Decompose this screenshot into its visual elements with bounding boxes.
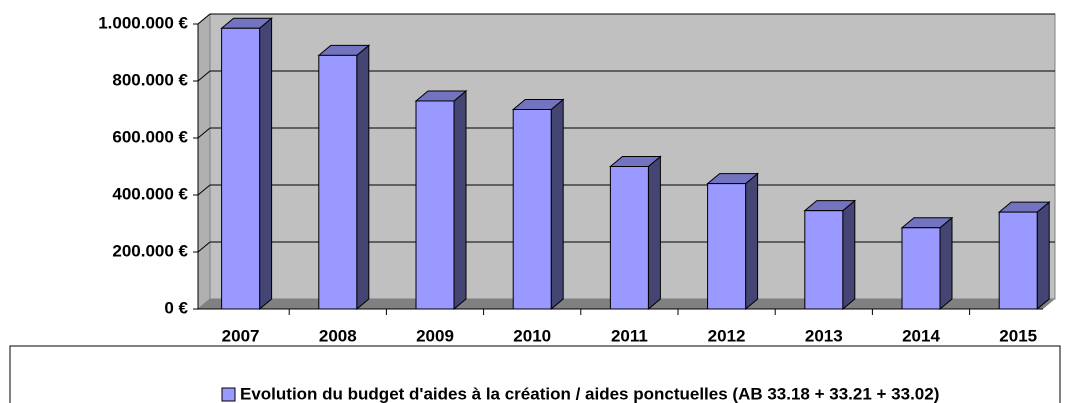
side-wall [197,12,211,311]
x-tick-label: 2014 [902,326,940,345]
bar-side [453,89,467,311]
x-tick-label: 2011 [611,326,648,345]
bars [220,17,1051,311]
x-tick-label: 2008 [319,326,357,345]
bar [804,210,844,310]
bar [221,27,261,310]
bar-side [356,44,370,311]
y-tick-label: 0 € [164,298,188,317]
legend [9,345,1061,403]
bar-side [1036,201,1050,311]
bar-side [745,172,759,311]
grid-line [197,13,211,25]
x-tick-label: 2012 [708,326,746,345]
bar-side [842,199,856,311]
legend-label: Evolution du budget d'aides à la créatio… [240,384,939,403]
y-tick-label: 1.000.000 € [98,13,188,32]
y-tick-label: 400.000 € [112,184,188,203]
y-tick-label: 600.000 € [112,127,188,146]
grid-line [197,184,211,196]
bar [318,54,358,310]
legend-swatch [221,387,236,402]
x-tick-label: 2010 [513,326,551,345]
bar [415,100,455,310]
bar [998,211,1038,310]
bar-side [647,155,661,311]
bar [609,166,649,310]
bar-side [550,98,564,311]
x-tick-label: 2015 [999,326,1037,345]
bar-side [939,216,953,311]
bar [901,227,941,310]
x-tick-label: 2007 [222,326,260,345]
bar [707,183,747,310]
bar [512,109,552,310]
y-tick-label: 200.000 € [112,241,188,260]
y-tick-label: 800.000 € [112,70,188,89]
grid-line [197,70,211,82]
grid-line [197,241,211,253]
x-tick-label: 2013 [805,326,843,345]
bar-side [259,17,273,311]
grid-line [197,127,211,139]
x-tick-label: 2009 [416,326,454,345]
